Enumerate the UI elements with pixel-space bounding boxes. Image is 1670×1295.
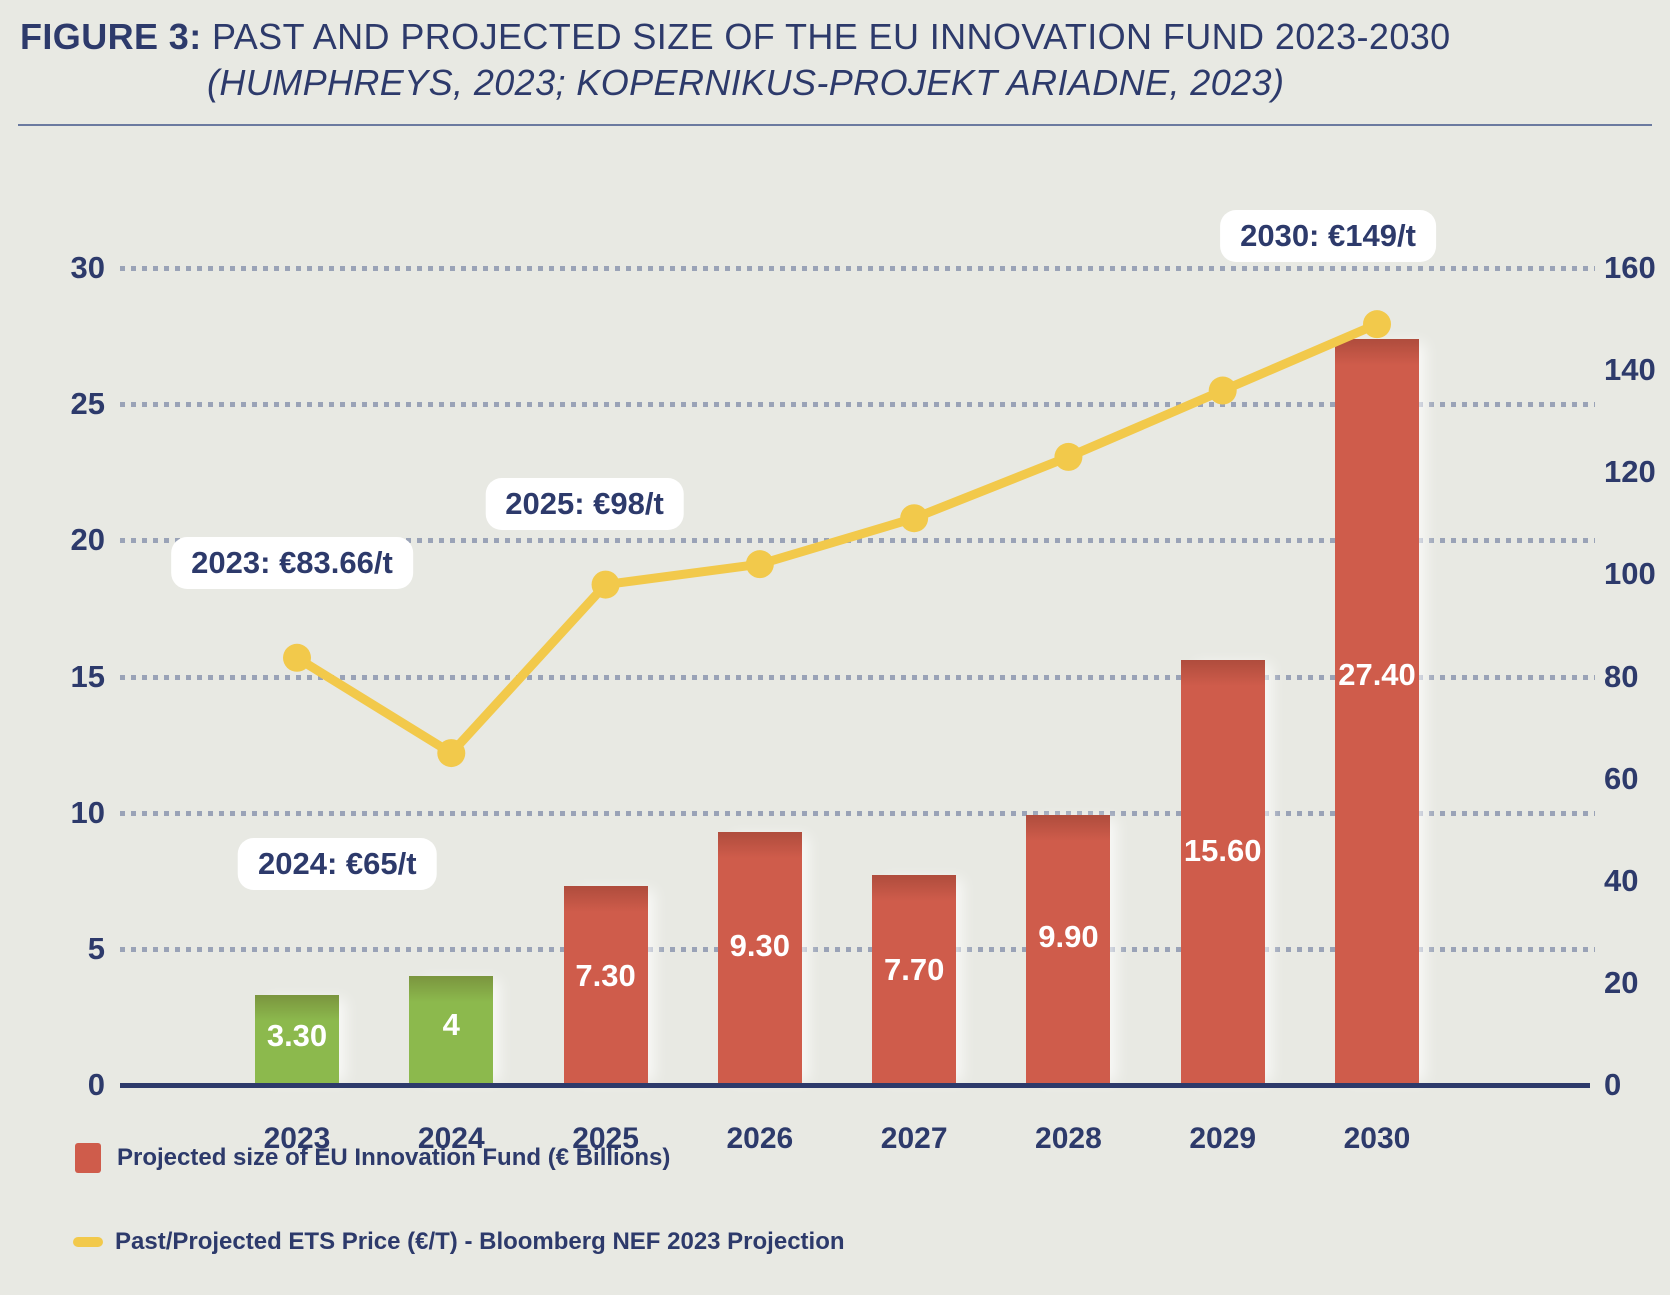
gridline-20 <box>120 538 1595 544</box>
bar-2029 <box>1180 660 1265 1085</box>
annotation-2025: 2025: €98/t <box>485 477 684 530</box>
legend-item-line: Past/Projected ETS Price (€/T) - Bloombe… <box>73 1222 845 1262</box>
legend-bar-swatch <box>75 1143 101 1173</box>
x-axis-label-2029: 2029 <box>1189 1122 1257 1155</box>
title-divider <box>18 124 1652 126</box>
legend-line-label: Past/Projected ETS Price (€/T) - Bloombe… <box>115 1228 845 1255</box>
gridline-10 <box>120 810 1595 816</box>
right-axis-tick-20: 20 <box>1604 964 1639 1000</box>
bar-value-label-2026: 9.30 <box>729 927 791 963</box>
ets-price-line <box>294 320 1379 758</box>
left-axis-tick-0: 0 <box>87 1067 105 1102</box>
ets-price-marker-2030 <box>1363 310 1391 339</box>
x-axis-baseline <box>120 1083 1590 1088</box>
gridline-25 <box>120 402 1595 408</box>
right-axis-tick-160: 160 <box>1604 250 1656 285</box>
bar-2025 <box>563 886 648 1085</box>
bar-2028 <box>1026 815 1111 1085</box>
ets-price-marker-2026 <box>745 550 774 579</box>
annotation-2023: 2023: €83.66/t <box>171 536 413 589</box>
legend-line-swatch <box>73 1237 103 1247</box>
left-axis-tick-15: 15 <box>70 658 105 694</box>
left-axis-tick-25: 25 <box>70 386 105 422</box>
right-axis-tick-140: 140 <box>1604 352 1656 388</box>
bar-value-label-2027: 7.70 <box>883 951 945 987</box>
right-axis-tick-120: 120 <box>1604 454 1656 490</box>
right-axis-tick-80: 80 <box>1604 658 1639 694</box>
left-axis-tick-20: 20 <box>70 522 105 558</box>
bar-value-label-2028: 9.90 <box>1038 918 1099 954</box>
legend-bar-label: Projected size of EU Innovation Fund (€ … <box>117 1144 671 1171</box>
bar-value-label-2029: 15.60 <box>1183 833 1262 869</box>
bar-2026 <box>717 831 802 1085</box>
figure-subtitle: (HUMPHREYS, 2023; KOPERNIKUS-PROJEKT ARI… <box>207 62 1285 103</box>
ets-price-marker-2029 <box>1208 376 1237 405</box>
ets-price-marker-2023 <box>283 643 311 672</box>
ets-price-marker-2025 <box>591 570 620 599</box>
right-axis-tick-40: 40 <box>1604 862 1639 898</box>
ets-price-marker-2024 <box>437 739 466 768</box>
figure-title-text: PAST AND PROJECTED SIZE OF THE EU INNOVA… <box>212 16 1451 57</box>
figure-label: FIGURE 3: <box>20 16 202 57</box>
x-axis-label-2025: 2025 <box>572 1122 639 1155</box>
bar-2030 <box>1335 338 1419 1085</box>
bar-value-label-2030: 27.40 <box>1338 656 1416 692</box>
left-axis-tick-30: 30 <box>70 250 105 285</box>
bar-value-label-2024: 4 <box>442 1007 460 1043</box>
x-axis-label-2026: 2026 <box>726 1122 794 1155</box>
x-axis-label-2024: 2024 <box>417 1122 485 1155</box>
bar-value-label-2025: 7.30 <box>575 957 636 993</box>
bar-2024 <box>409 976 494 1085</box>
bar-2023 <box>255 995 339 1085</box>
bar-2027 <box>872 875 957 1085</box>
x-axis-label-2023: 2023 <box>263 1122 331 1155</box>
x-axis-label-2027: 2027 <box>880 1122 948 1155</box>
left-axis-tick-10: 10 <box>70 794 105 830</box>
gridline-15 <box>120 674 1595 680</box>
ets-price-marker-2028 <box>1054 442 1083 471</box>
figure-title: FIGURE 3: PAST AND PROJECTED SIZE OF THE… <box>20 16 1451 58</box>
left-axis-tick-5: 5 <box>87 930 105 966</box>
x-axis-label-2028: 2028 <box>1035 1122 1102 1155</box>
annotation-2030: 2030: €149/t <box>1220 210 1436 263</box>
bar-value-label-2023: 3.30 <box>266 1017 328 1053</box>
legend-item-bars: Projected size of EU Innovation Fund (€ … <box>75 1138 845 1178</box>
x-axis-label-2030: 2030 <box>1343 1122 1411 1155</box>
gridline-30 <box>120 266 1595 271</box>
right-axis-tick-60: 60 <box>1604 760 1639 796</box>
chart-legend: Projected size of EU Innovation Fund (€ … <box>73 1138 845 1295</box>
right-axis-tick-100: 100 <box>1604 556 1656 592</box>
ets-price-marker-2027 <box>900 504 929 533</box>
annotation-2024: 2024: €65/t <box>238 838 437 891</box>
right-axis-tick-0: 0 <box>1604 1067 1622 1102</box>
gridline-5 <box>120 946 1595 952</box>
